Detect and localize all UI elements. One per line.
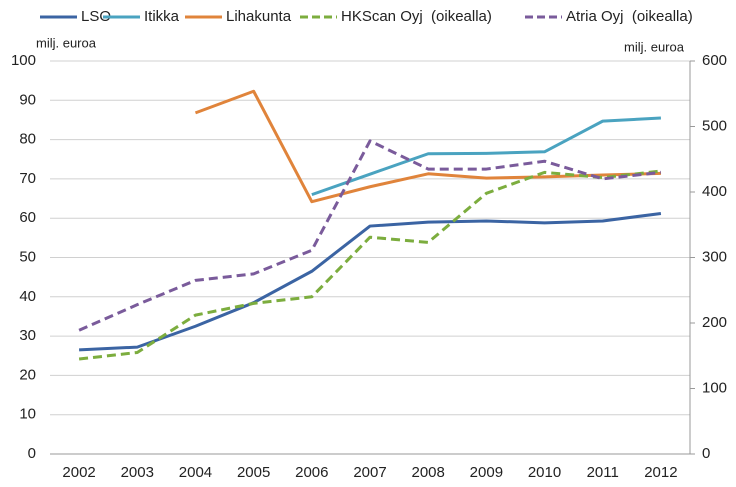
x-tick-label: 2012 — [644, 464, 677, 481]
legend-label: LSO — [81, 8, 111, 25]
y-tick-label: 50 — [19, 248, 36, 265]
x-tick-label: 2006 — [295, 464, 328, 481]
y2-tick-label: 300 — [702, 248, 727, 265]
y-tick-label: 0 — [28, 445, 36, 462]
y-tick-label: 40 — [19, 288, 36, 305]
x-tick-label: 2009 — [470, 464, 503, 481]
x-tick-label: 2002 — [62, 464, 95, 481]
y-tick-label: 30 — [19, 327, 36, 344]
series-line — [78, 139, 662, 332]
series-line — [194, 89, 661, 204]
y2-tick-label: 400 — [702, 183, 727, 200]
y-tick-label: 100 — [11, 52, 36, 69]
y-tick-label: 60 — [19, 209, 36, 226]
y-axis-unit: milj. euroa — [36, 35, 97, 50]
y2-tick-label: 100 — [702, 379, 727, 396]
y2-tick-label: 0 — [702, 445, 710, 462]
y-tick-label: 80 — [19, 131, 36, 148]
y-tick-label: 70 — [19, 170, 36, 187]
series-line — [79, 211, 662, 352]
legend-label: HKScan Oyj (oikealla) — [341, 8, 492, 25]
x-tick-label: 2007 — [353, 464, 386, 481]
x-tick-label: 2011 — [587, 464, 619, 481]
series-line — [78, 169, 662, 361]
legend-label: Lihakunta — [226, 8, 292, 25]
y-tick-label: 20 — [19, 366, 36, 383]
y-tick-label: 10 — [19, 406, 36, 423]
x-tick-label: 2004 — [179, 464, 212, 481]
series-line — [311, 116, 661, 197]
x-tick-label: 2010 — [528, 464, 561, 481]
legend-label: Itikka — [144, 8, 180, 25]
y-tick-label: 90 — [19, 91, 36, 108]
x-tick-label: 2003 — [121, 464, 154, 481]
y2-axis-unit: milj. euroa — [624, 39, 685, 54]
y2-tick-label: 600 — [702, 52, 727, 69]
y2-tick-label: 500 — [702, 117, 727, 134]
y2-tick-label: 200 — [702, 314, 727, 331]
x-tick-label: 2005 — [237, 464, 270, 481]
legend-label: Atria Oyj (oikealla) — [566, 8, 693, 25]
x-tick-label: 2008 — [411, 464, 444, 481]
